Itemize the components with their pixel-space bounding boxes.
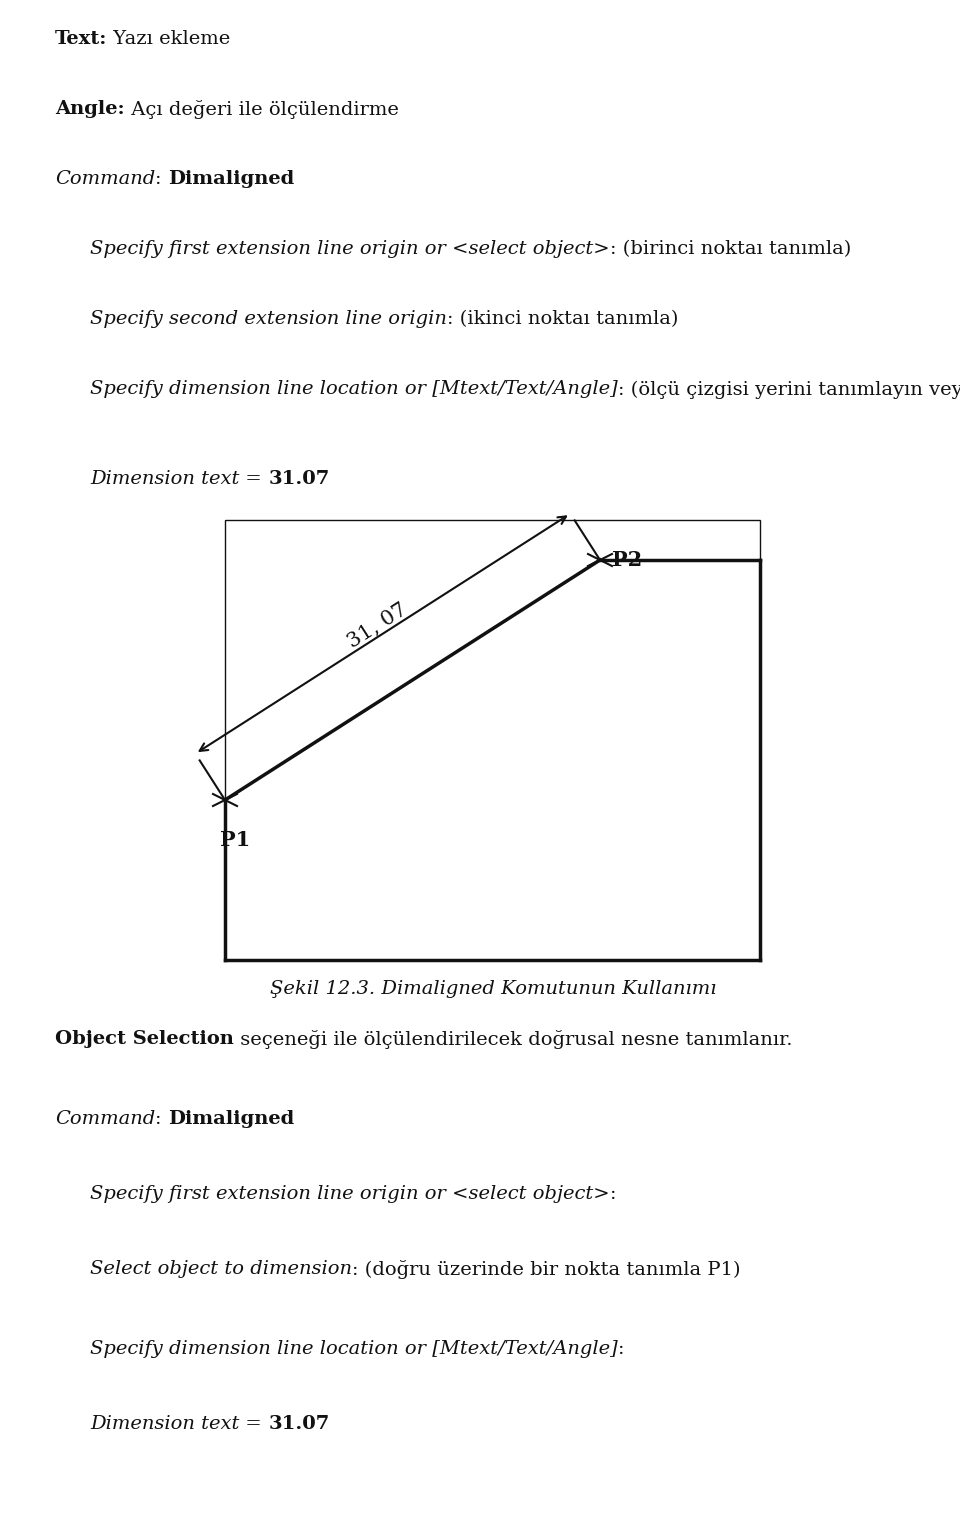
Bar bbox=[225, 521, 760, 959]
Text: seçeneği ile ölçülendirilecek doğrusal nesne tanımlanır.: seçeneği ile ölçülendirilecek doğrusal n… bbox=[234, 1030, 792, 1049]
Text: Command: Command bbox=[55, 169, 156, 188]
Text: =: = bbox=[239, 470, 269, 488]
Text: Dimension text: Dimension text bbox=[90, 1415, 239, 1434]
Text: Command: Command bbox=[55, 1110, 156, 1127]
Text: P2: P2 bbox=[612, 550, 642, 570]
Text: Text:: Text: bbox=[55, 29, 108, 48]
Text: Dimaligned: Dimaligned bbox=[168, 1110, 295, 1127]
Text: :: : bbox=[617, 1340, 624, 1358]
Text: Şekil 12.3. Dimaligned Komutunun Kullanımı: Şekil 12.3. Dimaligned Komutunun Kullanı… bbox=[270, 979, 716, 998]
Text: Açı değeri ile ölçülendirme: Açı değeri ile ölçülendirme bbox=[125, 100, 398, 119]
Text: : (birinci noktaı tanımla): : (birinci noktaı tanımla) bbox=[610, 240, 851, 259]
Text: : (ikinci noktaı tanımla): : (ikinci noktaı tanımla) bbox=[446, 310, 679, 328]
Text: :: : bbox=[156, 169, 168, 188]
Text: Angle:: Angle: bbox=[55, 100, 125, 119]
Text: 31.07: 31.07 bbox=[269, 470, 329, 488]
Text: =: = bbox=[239, 1415, 269, 1434]
Text: :: : bbox=[610, 1184, 616, 1203]
Text: Specify dimension line location or [Mtext/Text/Angle]: Specify dimension line location or [Mtex… bbox=[90, 380, 617, 397]
Text: : (ölçü çizgisi yerini tanımlayın veya yeni bir değer için seçeneklerden birini : : (ölçü çizgisi yerini tanımlayın veya y… bbox=[617, 380, 960, 399]
Text: Specify dimension line location or [Mtext/Text/Angle]: Specify dimension line location or [Mtex… bbox=[90, 1340, 617, 1358]
Text: Object Selection: Object Selection bbox=[55, 1030, 234, 1049]
Text: P1: P1 bbox=[220, 830, 251, 850]
Text: Dimension text: Dimension text bbox=[90, 470, 239, 488]
Text: Dimaligned: Dimaligned bbox=[168, 169, 295, 188]
Text: 31, 07: 31, 07 bbox=[345, 599, 411, 651]
Text: Specify first extension line origin or <select object>: Specify first extension line origin or <… bbox=[90, 240, 610, 259]
Text: Yazı ekleme: Yazı ekleme bbox=[108, 29, 230, 48]
Text: 31.07: 31.07 bbox=[269, 1415, 329, 1434]
Text: Specify first extension line origin or <select object>: Specify first extension line origin or <… bbox=[90, 1184, 610, 1203]
Text: :: : bbox=[156, 1110, 168, 1127]
Text: : (doğru üzerinde bir nokta tanımla P1): : (doğru üzerinde bir nokta tanımla P1) bbox=[352, 1260, 740, 1280]
Text: Specify second extension line origin: Specify second extension line origin bbox=[90, 310, 446, 328]
Text: Select object to dimension: Select object to dimension bbox=[90, 1260, 352, 1278]
